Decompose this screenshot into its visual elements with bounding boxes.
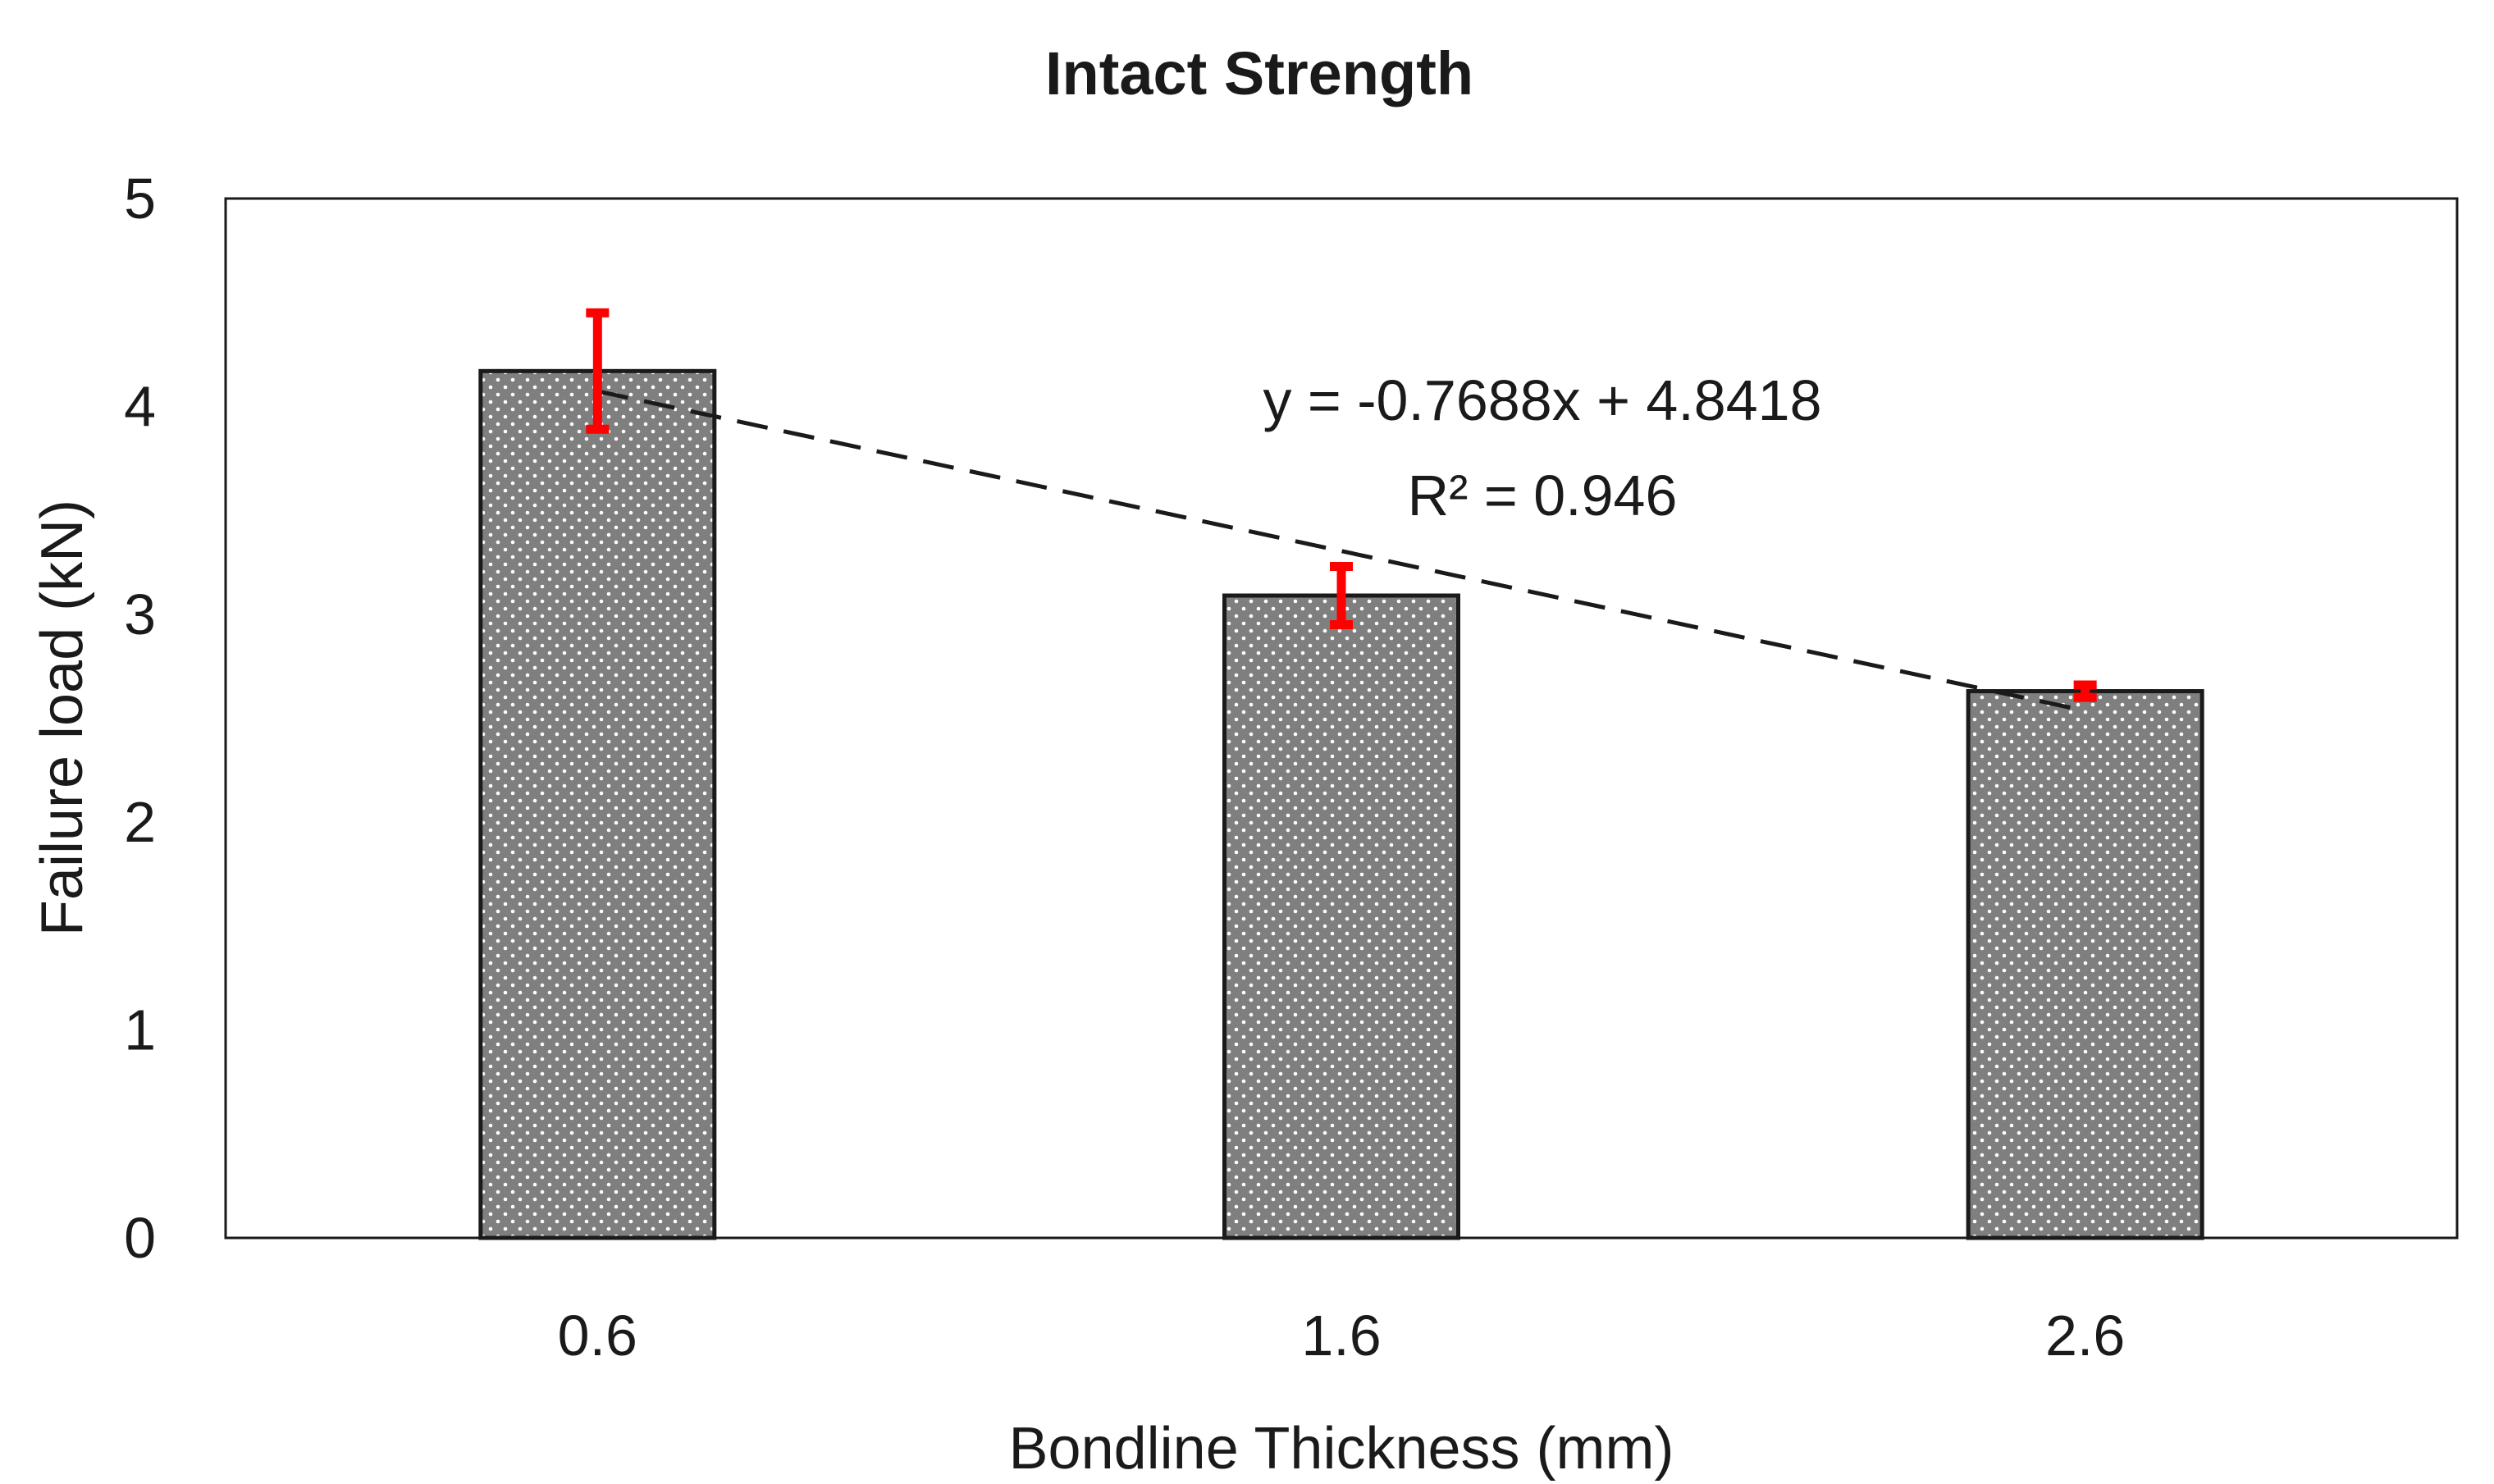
bar-2.6 [1966, 689, 2204, 1240]
y-tick-label: 4 [124, 374, 156, 438]
x-tick-label: 1.6 [1301, 1304, 1381, 1368]
bar-1.6 [1222, 593, 1460, 1240]
bars [478, 368, 2204, 1240]
error-bars [586, 308, 2097, 702]
chart-title: Intact Strength [1045, 39, 1473, 107]
trendline-r-squared: R² = 0.946 [1408, 463, 1678, 527]
x-axis-label: Bondline Thickness (mm) [1009, 1416, 1674, 1482]
error-bar-2.6 [2073, 680, 2097, 702]
y-tick-label: 0 [124, 1206, 156, 1270]
x-tick-label: 2.6 [2045, 1304, 2125, 1368]
y-axis-label: Failure load (kN) [30, 500, 95, 936]
y-axis-ticks: 0 1 2 3 4 5 [124, 167, 156, 1270]
trendline [596, 389, 2086, 713]
trendline-equation: y = -0.7688x + 4.8418 [1263, 368, 1821, 432]
y-tick-label: 2 [124, 790, 156, 854]
y-tick-label: 3 [124, 582, 156, 646]
x-axis-ticks: 0.6 1.6 2.6 [558, 1304, 2126, 1368]
error-bar-1.6 [1330, 562, 1353, 629]
bar-0.6 [478, 368, 717, 1240]
x-tick-label: 0.6 [558, 1304, 637, 1368]
y-tick-label: 1 [124, 998, 156, 1062]
trendline-group [596, 389, 2086, 713]
error-bar-0.6 [586, 308, 610, 434]
y-tick-label: 5 [124, 167, 156, 231]
